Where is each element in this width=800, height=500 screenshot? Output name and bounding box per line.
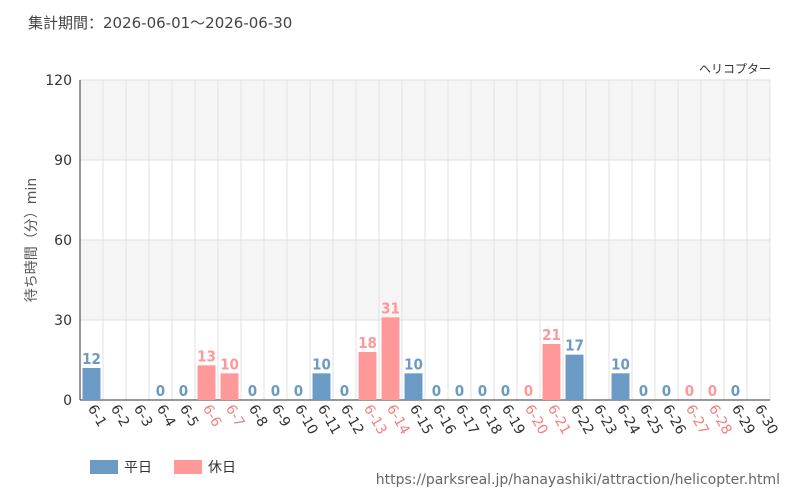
data-label: 21 xyxy=(542,326,561,344)
legend-swatch-weekday xyxy=(90,460,118,474)
x-tick-label: 6-26 xyxy=(659,402,689,438)
x-tick-label: 6-7 xyxy=(222,402,247,430)
x-tick-label: 6-12 xyxy=(337,402,367,438)
x-tick-label: 6-1 xyxy=(84,402,109,430)
data-label: 0 xyxy=(294,382,303,400)
x-tick-label: 6-13 xyxy=(360,402,390,438)
x-tick-label: 6-8 xyxy=(245,402,270,430)
x-tick-label: 6-19 xyxy=(498,402,528,438)
x-tick-label: 6-23 xyxy=(590,402,620,438)
data-label: 18 xyxy=(358,334,377,352)
bar xyxy=(565,354,584,400)
bar xyxy=(82,368,101,400)
data-label: 0 xyxy=(432,382,441,400)
x-tick-label: 6-25 xyxy=(636,402,666,438)
data-label: 10 xyxy=(611,355,630,373)
x-tick-label: 6-14 xyxy=(383,402,413,438)
data-label: 0 xyxy=(708,382,717,400)
data-label: 0 xyxy=(455,382,464,400)
x-tick-label: 6-9 xyxy=(268,402,293,430)
x-tick-label: 6-15 xyxy=(406,402,436,438)
data-label: 0 xyxy=(662,382,671,400)
bar xyxy=(542,344,561,400)
x-tick-label: 6-2 xyxy=(107,402,132,430)
period-label: 集計期間：2026-06-01～2026-06-30 xyxy=(28,14,293,32)
data-label: 31 xyxy=(381,299,400,317)
x-tick-label: 6-22 xyxy=(567,402,597,438)
bar xyxy=(312,373,331,400)
bar xyxy=(220,373,239,400)
y-axis-title: 待ち時間（分）min xyxy=(24,178,40,302)
data-label: 0 xyxy=(524,382,533,400)
x-tick-label: 6-4 xyxy=(153,402,178,430)
x-tick-label: 6-17 xyxy=(452,402,482,438)
y-tick-label: 0 xyxy=(63,393,72,409)
data-label: 0 xyxy=(340,382,349,400)
x-tick-label: 6-30 xyxy=(751,402,781,438)
y-tick-label: 90 xyxy=(54,153,72,169)
x-tick-label: 6-11 xyxy=(314,402,344,438)
x-tick-label: 6-21 xyxy=(544,402,574,438)
x-tick-label: 6-28 xyxy=(705,402,735,438)
data-label: 12 xyxy=(82,350,101,368)
legend-item-weekday: 平日 xyxy=(90,457,152,477)
data-label: 0 xyxy=(478,382,487,400)
y-tick-label: 60 xyxy=(54,233,72,249)
x-tick-label: 6-16 xyxy=(429,402,459,438)
legend-swatch-holiday xyxy=(174,460,202,474)
x-tick-label: 6-24 xyxy=(613,402,643,438)
data-label: 10 xyxy=(404,355,423,373)
legend-label-holiday: 休日 xyxy=(208,460,236,476)
data-label: 0 xyxy=(731,382,740,400)
x-tick-label: 6-20 xyxy=(521,402,551,438)
x-tick-label: 6-27 xyxy=(682,402,712,438)
data-label: 0 xyxy=(271,382,280,400)
x-tick-label: 6-18 xyxy=(475,402,505,438)
data-label: 0 xyxy=(639,382,648,400)
x-tick-label: 6-29 xyxy=(728,402,758,438)
data-label: 0 xyxy=(179,382,188,400)
bar xyxy=(197,365,216,400)
data-label: 13 xyxy=(197,347,216,365)
bar xyxy=(358,352,377,400)
legend-item-holiday: 休日 xyxy=(174,457,236,477)
y-tick-label: 30 xyxy=(54,313,72,329)
source-url: https://parksreal.jp/hanayashiki/attract… xyxy=(375,472,780,488)
data-label: 0 xyxy=(685,382,694,400)
data-label: 10 xyxy=(220,355,239,373)
data-label: 0 xyxy=(248,382,257,400)
x-tick-label: 6-6 xyxy=(199,402,224,430)
x-tick-label: 6-3 xyxy=(130,402,155,430)
x-tick-label: 6-10 xyxy=(291,402,321,438)
data-label: 0 xyxy=(501,382,510,400)
y-tick-label: 120 xyxy=(45,73,72,89)
data-label: 17 xyxy=(565,337,584,355)
bar xyxy=(381,317,400,400)
legend: 平日 休日 xyxy=(90,457,248,477)
attraction-name: ヘリコプター xyxy=(698,62,771,76)
legend-label-weekday: 平日 xyxy=(124,460,152,476)
data-label: 0 xyxy=(156,382,165,400)
x-tick-label: 6-5 xyxy=(176,402,201,430)
data-label: 10 xyxy=(312,355,331,373)
bar xyxy=(611,373,630,400)
bar xyxy=(404,373,423,400)
